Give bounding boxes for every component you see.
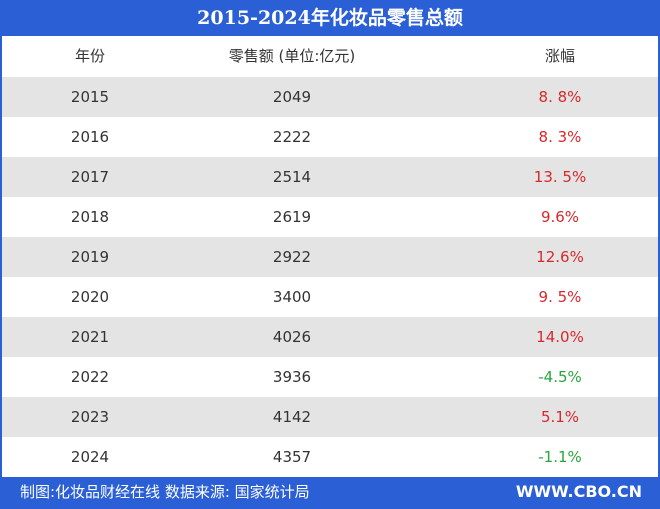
table: 年份 零售额 (单位:亿元) 涨幅 2015 2049 8. 8% 2016 2222 8. 3… xyxy=(2,36,658,477)
table-cell: 8. 8% xyxy=(538,88,582,106)
column-header: 涨幅 xyxy=(544,47,575,65)
column-header: 年份 xyxy=(74,47,105,65)
table-cell: 13. 5% xyxy=(533,168,587,186)
table-cell: 9. 5% xyxy=(538,288,582,306)
site: WWW.CBO.CN xyxy=(515,482,642,501)
table-row: 2015 2049 8. 8% xyxy=(2,77,658,117)
footer: 制图:化妆品财经在线 数据来源: 国家统计局 WWW.CBO.CN xyxy=(0,477,660,509)
table-cell: 2019 xyxy=(70,248,110,266)
table-cell: 4026 xyxy=(272,328,312,346)
table-cell: -1.1% xyxy=(538,448,582,466)
table-cell: 2018 xyxy=(70,208,110,226)
header-row: 年份 零售额 (单位:亿元) 涨幅 xyxy=(2,36,658,76)
table-cell: 3400 xyxy=(272,288,312,306)
table-row: 2022 3936 -4.5% xyxy=(2,357,658,397)
table-row: 2017 2514 13. 5% xyxy=(2,157,658,197)
table-row: 2018 2619 9.6% xyxy=(2,197,658,237)
table-cell: 2020 xyxy=(70,288,110,306)
table-cell: 8. 3% xyxy=(538,128,582,146)
column-header: 零售额 (单位:亿元) xyxy=(228,47,356,65)
table-cell: -4.5% xyxy=(538,368,582,386)
table-cell: 2049 xyxy=(272,88,312,106)
table-cell: 2922 xyxy=(272,248,312,266)
table-cell: 4142 xyxy=(272,408,312,426)
table-cell: 2514 xyxy=(272,168,312,186)
table-row: 2024 4357 -1.1% xyxy=(2,437,658,477)
table-cell: 2015 xyxy=(70,88,110,106)
table-cell: 2222 xyxy=(272,128,312,146)
title: 2015-2024年化妆品零售总额 xyxy=(197,7,463,29)
table-cell: 2016 xyxy=(70,128,110,146)
source: 制图:化妆品财经在线 数据来源: 国家统计局 xyxy=(20,483,310,501)
table-cell: 2023 xyxy=(70,408,110,426)
table-cell: 9.6% xyxy=(540,208,580,226)
table-cell: 12.6% xyxy=(536,248,584,266)
table-cell: 2021 xyxy=(70,328,110,346)
table-row: 2019 2922 12.6% xyxy=(2,237,658,277)
table-cell: 2619 xyxy=(272,208,312,226)
table-cell: 2024 xyxy=(70,448,110,466)
table-cell: 2017 xyxy=(70,168,110,186)
table-cell: 3936 xyxy=(272,368,312,386)
table-cell: 2022 xyxy=(70,368,110,386)
table-cell: 5.1% xyxy=(540,408,580,426)
table-row: 2023 4142 5.1% xyxy=(2,397,658,437)
table-row: 2016 2222 8. 3% xyxy=(2,117,658,157)
table-cell: 4357 xyxy=(272,448,312,466)
table-row: 2021 4026 14.0% xyxy=(2,317,658,357)
table-cell: 14.0% xyxy=(536,328,584,346)
table-row: 2020 3400 9. 5% xyxy=(2,277,658,317)
